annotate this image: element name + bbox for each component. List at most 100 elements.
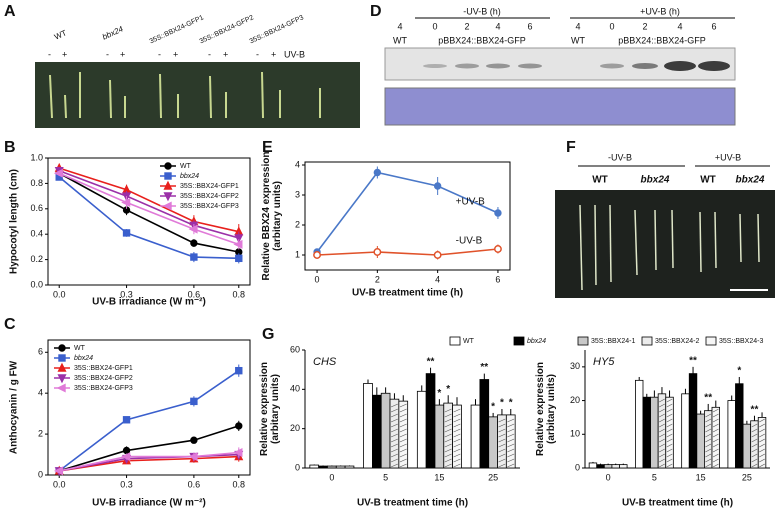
bar bbox=[327, 465, 337, 469]
x-tick-label: 0.8 bbox=[233, 479, 246, 489]
loading-gel bbox=[384, 87, 736, 126]
legend-marker bbox=[163, 180, 173, 190]
marker bbox=[493, 245, 502, 253]
significance-mark: * bbox=[437, 388, 441, 399]
sign: + bbox=[120, 49, 125, 59]
bar bbox=[665, 396, 674, 469]
x-tick-label: 0.6 bbox=[188, 289, 201, 299]
panel-letter: B bbox=[4, 139, 16, 156]
legend-swatch bbox=[577, 336, 589, 346]
legend-swatch bbox=[513, 336, 525, 346]
x-axis-label: UV-B treatment time (h) bbox=[352, 288, 463, 299]
y-axis-label: Hypocotyl length (cm) bbox=[9, 169, 20, 274]
significance-mark: * bbox=[509, 398, 513, 409]
y-tick-label: 0.6 bbox=[30, 203, 43, 213]
legend-marker bbox=[56, 383, 66, 393]
marker bbox=[122, 416, 131, 424]
bar bbox=[635, 379, 644, 469]
y-axis-label: Relative expression bbox=[535, 362, 546, 456]
legend-marker bbox=[163, 192, 173, 202]
x-tick-label: 2 bbox=[375, 274, 380, 284]
y-tick-label: 0.8 bbox=[30, 178, 43, 188]
x-tick-label: 0 bbox=[606, 472, 611, 482]
marker bbox=[433, 251, 442, 259]
y-tick-label: 60 bbox=[290, 344, 300, 354]
group-header: -UV-B (h) bbox=[463, 6, 501, 16]
x-tick-label: 0.0 bbox=[53, 479, 66, 489]
genotype-label: WT bbox=[592, 175, 608, 186]
time-label: 4 bbox=[495, 21, 500, 31]
marker bbox=[233, 239, 243, 249]
marker bbox=[122, 446, 131, 455]
x-tick-label: 25 bbox=[742, 472, 752, 482]
photo bbox=[555, 190, 775, 298]
marker bbox=[190, 436, 198, 444]
series-line bbox=[316, 171, 499, 253]
bar bbox=[497, 414, 507, 469]
bar-hatch bbox=[666, 398, 673, 468]
series-label: -UV-B bbox=[456, 236, 483, 247]
sign: + bbox=[173, 49, 178, 59]
x-tick-label: 0.0 bbox=[53, 289, 66, 299]
marker bbox=[373, 168, 382, 177]
x-tick-label: 25 bbox=[488, 472, 498, 482]
time-label: 0 bbox=[432, 21, 437, 31]
series-line bbox=[59, 455, 239, 472]
y-tick-label: 1 bbox=[295, 249, 300, 259]
legend-label: bbx24 bbox=[180, 173, 199, 180]
x-tick-label: 0 bbox=[315, 274, 320, 284]
legend-label: WT bbox=[180, 163, 192, 170]
legend-swatch bbox=[449, 336, 461, 346]
sign-row: - + - + - + - + - + UV-B bbox=[48, 49, 305, 59]
bar bbox=[470, 404, 481, 469]
y-tick-label: 0 bbox=[575, 462, 580, 472]
group-header: +UV-B bbox=[715, 152, 741, 162]
series-line bbox=[58, 172, 239, 253]
x-tick-label: 15 bbox=[696, 472, 706, 482]
bar bbox=[650, 396, 659, 469]
bar bbox=[344, 465, 355, 469]
y-tick-label: 0.2 bbox=[30, 254, 43, 264]
y-tick-label: 20 bbox=[570, 395, 580, 405]
legend-marker bbox=[58, 354, 66, 362]
x-tick-label: 0.6 bbox=[188, 479, 201, 489]
series-line bbox=[58, 172, 240, 246]
bar bbox=[425, 373, 436, 469]
sign: - bbox=[256, 49, 259, 59]
marker bbox=[235, 254, 243, 263]
marker bbox=[234, 234, 244, 244]
bar bbox=[681, 393, 690, 469]
bar bbox=[363, 383, 373, 469]
sign: - bbox=[208, 49, 211, 59]
chart-title: HY5 bbox=[593, 356, 615, 368]
y-axis-label: Relative expression bbox=[259, 362, 270, 456]
series-line bbox=[59, 451, 239, 472]
y-axis-label: Relative BBX24 expression bbox=[261, 152, 272, 281]
marker bbox=[494, 209, 502, 217]
marker bbox=[233, 447, 243, 458]
legend-label: bbx24 bbox=[74, 355, 93, 362]
bar bbox=[611, 464, 620, 469]
marker bbox=[121, 197, 131, 207]
bar-hatch bbox=[759, 418, 765, 468]
legend-label: 35S::BBX24-GFP2 bbox=[74, 375, 133, 382]
time-label: 6 bbox=[711, 21, 716, 31]
y-tick-label: 3 bbox=[295, 189, 300, 199]
bar bbox=[619, 464, 628, 469]
legend-label: 35S::BBX24-GFP1 bbox=[74, 365, 133, 372]
significance-mark: ** bbox=[689, 355, 697, 366]
significance-mark: ** bbox=[427, 356, 435, 367]
time-label: 4 bbox=[397, 21, 402, 31]
legend-label: WT bbox=[463, 338, 475, 345]
series-line bbox=[317, 248, 499, 256]
genotype-label: bbx24 bbox=[641, 175, 670, 186]
bar bbox=[380, 392, 391, 469]
significance-mark: * bbox=[737, 366, 741, 377]
bar-hatch bbox=[399, 403, 407, 468]
series-line bbox=[58, 425, 240, 472]
marker bbox=[373, 248, 382, 256]
bar bbox=[479, 379, 490, 469]
time-label: 2 bbox=[642, 21, 647, 31]
x-tick-label: 5 bbox=[383, 472, 388, 482]
control-label: WT bbox=[393, 35, 407, 45]
